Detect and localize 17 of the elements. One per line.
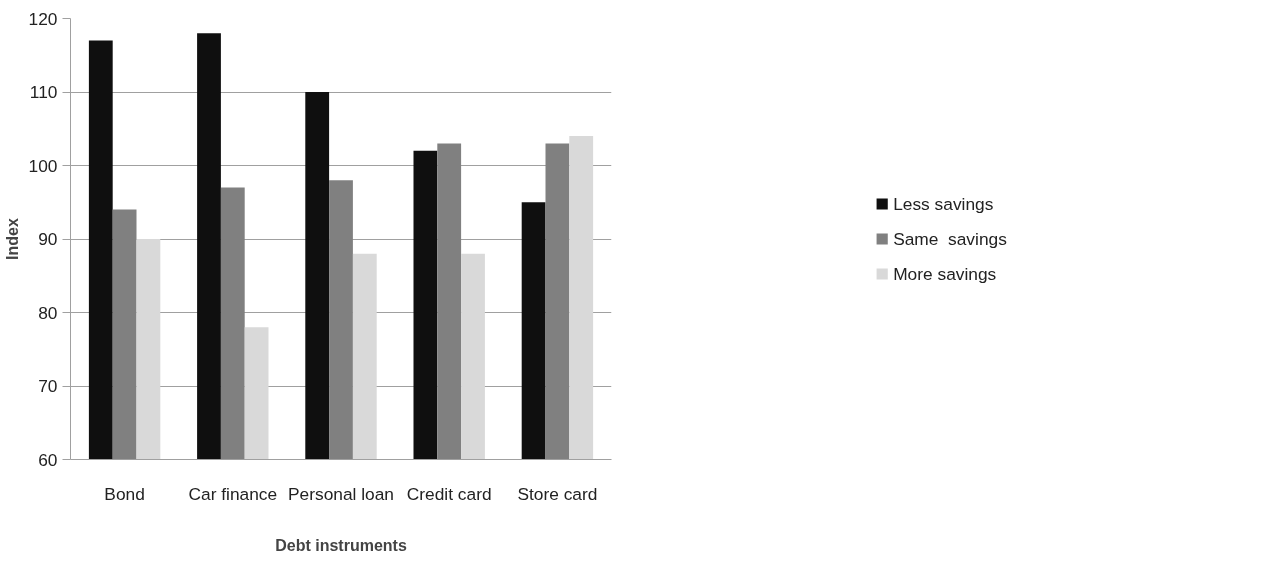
y-tick-label: 70: [38, 376, 58, 396]
y-tick-label: 110: [29, 82, 58, 102]
y-tick-label: 80: [38, 302, 58, 323]
legend-label: More savings: [893, 263, 997, 284]
y-axis-title: Index: [3, 218, 21, 260]
y-tick-label: 100: [28, 155, 58, 176]
x-tick-label: Car finance: [188, 483, 278, 504]
y-tick-label: 90: [38, 229, 58, 249]
legend-label: Less savings: [893, 193, 994, 214]
legend-label: Same savings: [893, 228, 1007, 249]
x-tick-label: Personal loan: [288, 483, 394, 504]
x-tick-label: Credit card: [406, 483, 492, 504]
x-axis-title: Debt instruments: [275, 536, 407, 554]
y-tick-label: 120: [28, 8, 58, 29]
y-tick-label: 60: [38, 449, 58, 470]
x-tick-label: Store card: [517, 483, 598, 504]
x-tick-label: Bond: [104, 483, 145, 504]
